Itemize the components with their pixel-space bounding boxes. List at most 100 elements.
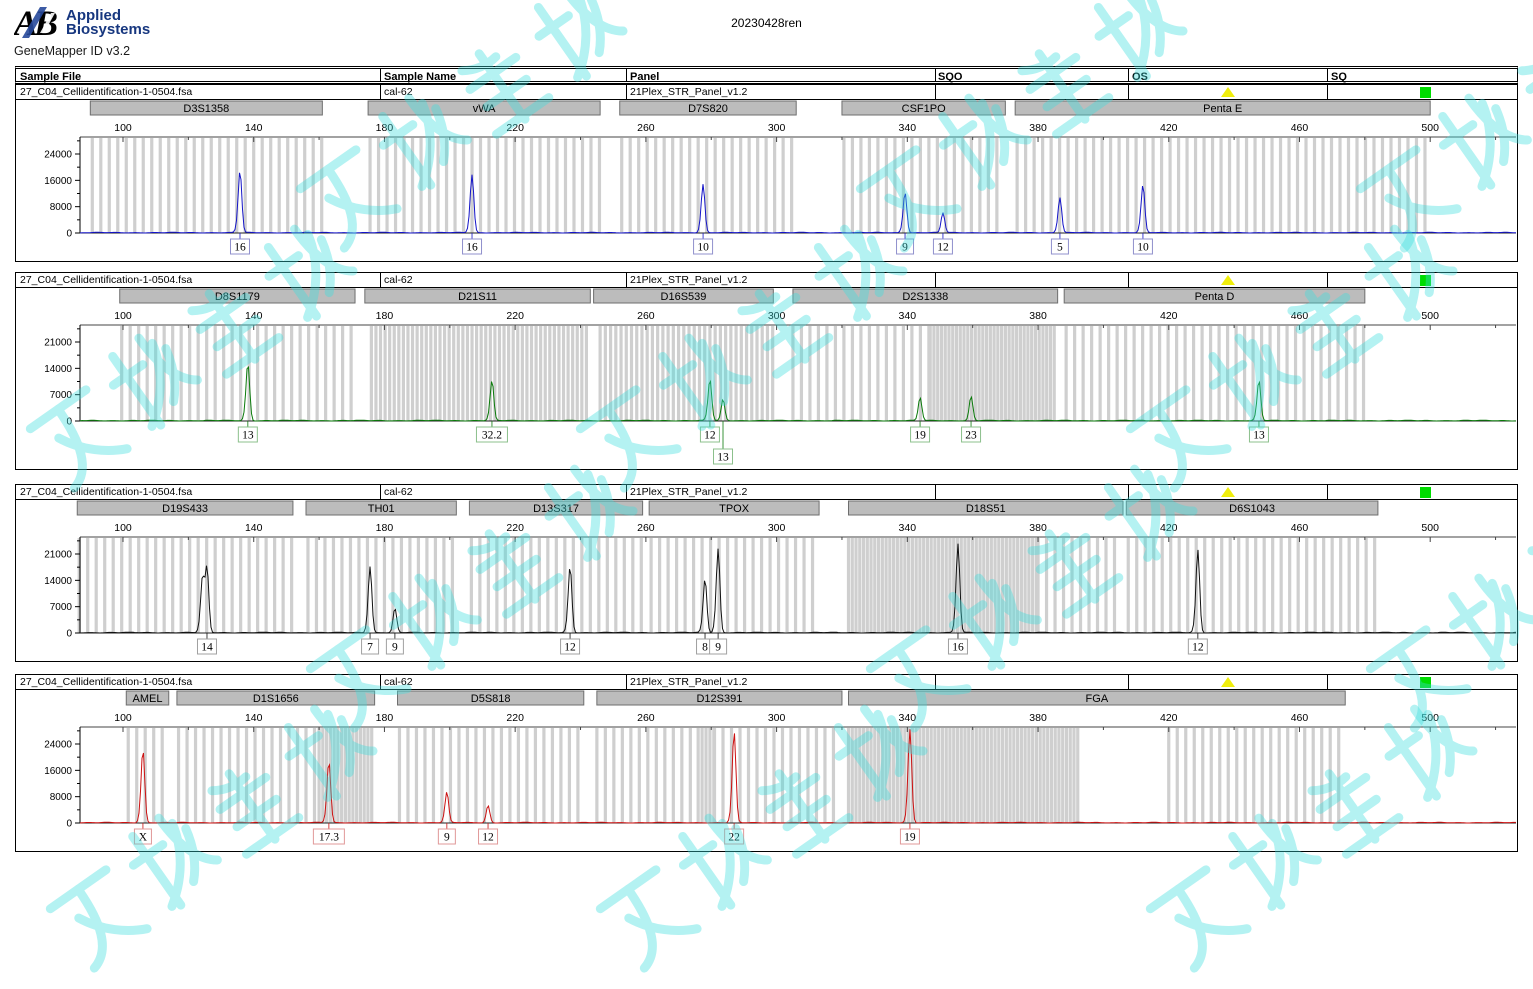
svg-text:14000: 14000 <box>44 364 72 375</box>
svg-text:16: 16 <box>952 642 964 654</box>
svg-text:32.2: 32.2 <box>482 430 502 442</box>
svg-text:D21S11: D21S11 <box>458 291 497 303</box>
svg-text:12: 12 <box>564 642 576 654</box>
svg-text:300: 300 <box>768 310 786 322</box>
svg-text:14: 14 <box>201 642 213 654</box>
app-version: GeneMapper ID v3.2 <box>14 44 131 58</box>
sample-name-value: cal-62 <box>384 274 413 286</box>
svg-text:TPOX: TPOX <box>719 503 750 515</box>
svg-text:380: 380 <box>1029 522 1047 534</box>
svg-text:D8S1179: D8S1179 <box>215 291 260 303</box>
svg-text:D3S1358: D3S1358 <box>183 103 229 115</box>
panel-name-value: 21Plex_STR_Panel_v1.2 <box>630 86 748 98</box>
svg-text:9: 9 <box>902 242 908 254</box>
col-sq: SQ <box>1331 71 1347 83</box>
svg-text:10: 10 <box>1137 242 1149 254</box>
svg-text:380: 380 <box>1029 310 1047 322</box>
os-warning-triangle-icon <box>1221 87 1235 97</box>
electropherogram-panel-black[interactable]: 27_C04_Cellidentification-1-0504.fsa cal… <box>15 484 1518 662</box>
svg-text:0: 0 <box>66 229 72 240</box>
svg-text:220: 220 <box>506 712 524 724</box>
panel-name-value: 21Plex_STR_Panel_v1.2 <box>630 676 748 688</box>
svg-text:100: 100 <box>114 522 132 534</box>
svg-text:420: 420 <box>1160 522 1178 534</box>
svg-text:7000: 7000 <box>50 602 73 613</box>
svg-text:340: 340 <box>899 122 917 134</box>
svg-text:340: 340 <box>899 522 917 534</box>
electropherogram-plot[interactable]: D8S1179 D21S11 D16S539 D2S1338 Penta D 100 140… <box>16 287 1516 470</box>
svg-text:420: 420 <box>1160 122 1178 134</box>
svg-text:24000: 24000 <box>44 740 72 751</box>
electropherogram-panel-blue[interactable]: 27_C04_Cellidentification-1-0504.fsa cal… <box>15 84 1518 262</box>
svg-text:8000: 8000 <box>50 202 73 213</box>
svg-text:23: 23 <box>965 430 977 442</box>
col-sample-name: Sample Name <box>384 71 457 83</box>
panel-name-value: 21Plex_STR_Panel_v1.2 <box>630 274 748 286</box>
svg-text:300: 300 <box>768 712 786 724</box>
svg-text:8: 8 <box>702 642 708 654</box>
sample-row[interactable]: 27_C04_Cellidentification-1-0504.fsa cal… <box>16 675 1517 690</box>
svg-text:460: 460 <box>1291 522 1309 534</box>
sample-name-value: cal-62 <box>384 676 413 688</box>
svg-text:D19S433: D19S433 <box>162 503 208 515</box>
document-title: 20230428ren <box>731 16 802 30</box>
sample-row[interactable]: 27_C04_Cellidentification-1-0504.fsa cal… <box>16 485 1517 500</box>
sq-pass-square-icon <box>1420 275 1431 286</box>
svg-text:300: 300 <box>768 522 786 534</box>
electropherogram-panel-red[interactable]: 27_C04_Cellidentification-1-0504.fsa cal… <box>15 674 1518 852</box>
sq-pass-square-icon <box>1420 87 1431 98</box>
svg-text:180: 180 <box>376 310 394 322</box>
svg-text:16: 16 <box>234 242 246 254</box>
svg-text:D7S820: D7S820 <box>688 103 728 115</box>
svg-text:D16S539: D16S539 <box>661 291 707 303</box>
svg-text:D5S818: D5S818 <box>471 693 511 705</box>
svg-text:460: 460 <box>1291 310 1309 322</box>
svg-text:21000: 21000 <box>44 550 72 561</box>
sq-pass-square-icon <box>1420 487 1431 498</box>
electropherogram-panel-green[interactable]: 27_C04_Cellidentification-1-0504.fsa cal… <box>15 272 1518 470</box>
svg-text:500: 500 <box>1421 122 1439 134</box>
sample-row[interactable]: 27_C04_Cellidentification-1-0504.fsa cal… <box>16 273 1517 288</box>
svg-text:10: 10 <box>697 242 709 254</box>
svg-text:12: 12 <box>1192 642 1204 654</box>
svg-text:9: 9 <box>444 832 450 844</box>
svg-text:140: 140 <box>245 122 263 134</box>
svg-text:24000: 24000 <box>44 150 72 161</box>
results-table-header: Sample File Sample Name Panel SQO OS SQ <box>15 66 1518 84</box>
svg-text:340: 340 <box>899 310 917 322</box>
svg-text:260: 260 <box>637 712 655 724</box>
svg-text:140: 140 <box>245 310 263 322</box>
svg-text:22: 22 <box>728 832 740 844</box>
col-panel: Panel <box>630 71 660 83</box>
svg-text:340: 340 <box>899 712 917 724</box>
svg-text:420: 420 <box>1160 712 1178 724</box>
svg-text:0: 0 <box>66 417 72 428</box>
svg-text:180: 180 <box>376 712 394 724</box>
brand-line1: Applied <box>66 7 121 24</box>
svg-text:16000: 16000 <box>44 766 72 777</box>
sq-pass-square-icon <box>1420 677 1431 688</box>
svg-text:460: 460 <box>1291 122 1309 134</box>
svg-text:13: 13 <box>717 452 729 464</box>
ab-logo-icon: AB <box>14 5 61 41</box>
svg-text:19: 19 <box>914 430 926 442</box>
sample-file-value: 27_C04_Cellidentification-1-0504.fsa <box>20 86 193 98</box>
applied-biosystems-logo: AB Applied Biosystems <box>14 5 150 41</box>
sample-file-value: 27_C04_Cellidentification-1-0504.fsa <box>20 274 193 286</box>
sample-row[interactable]: 27_C04_Cellidentification-1-0504.fsa cal… <box>16 85 1517 100</box>
svg-text:140: 140 <box>245 712 263 724</box>
svg-text:260: 260 <box>637 122 655 134</box>
svg-text:500: 500 <box>1421 712 1439 724</box>
svg-text:100: 100 <box>114 712 132 724</box>
svg-text:TH01: TH01 <box>368 503 395 515</box>
col-sqo: SQO <box>938 71 963 83</box>
svg-text:220: 220 <box>506 522 524 534</box>
electropherogram-plot[interactable]: D19S433 TH01 D13S317 TPOX D18S51 D6S1043 100 14… <box>16 499 1516 662</box>
svg-text:500: 500 <box>1421 522 1439 534</box>
svg-text:0: 0 <box>66 629 72 640</box>
svg-text:X: X <box>139 832 148 844</box>
svg-text:CSF1PO: CSF1PO <box>902 103 946 115</box>
svg-text:260: 260 <box>637 310 655 322</box>
